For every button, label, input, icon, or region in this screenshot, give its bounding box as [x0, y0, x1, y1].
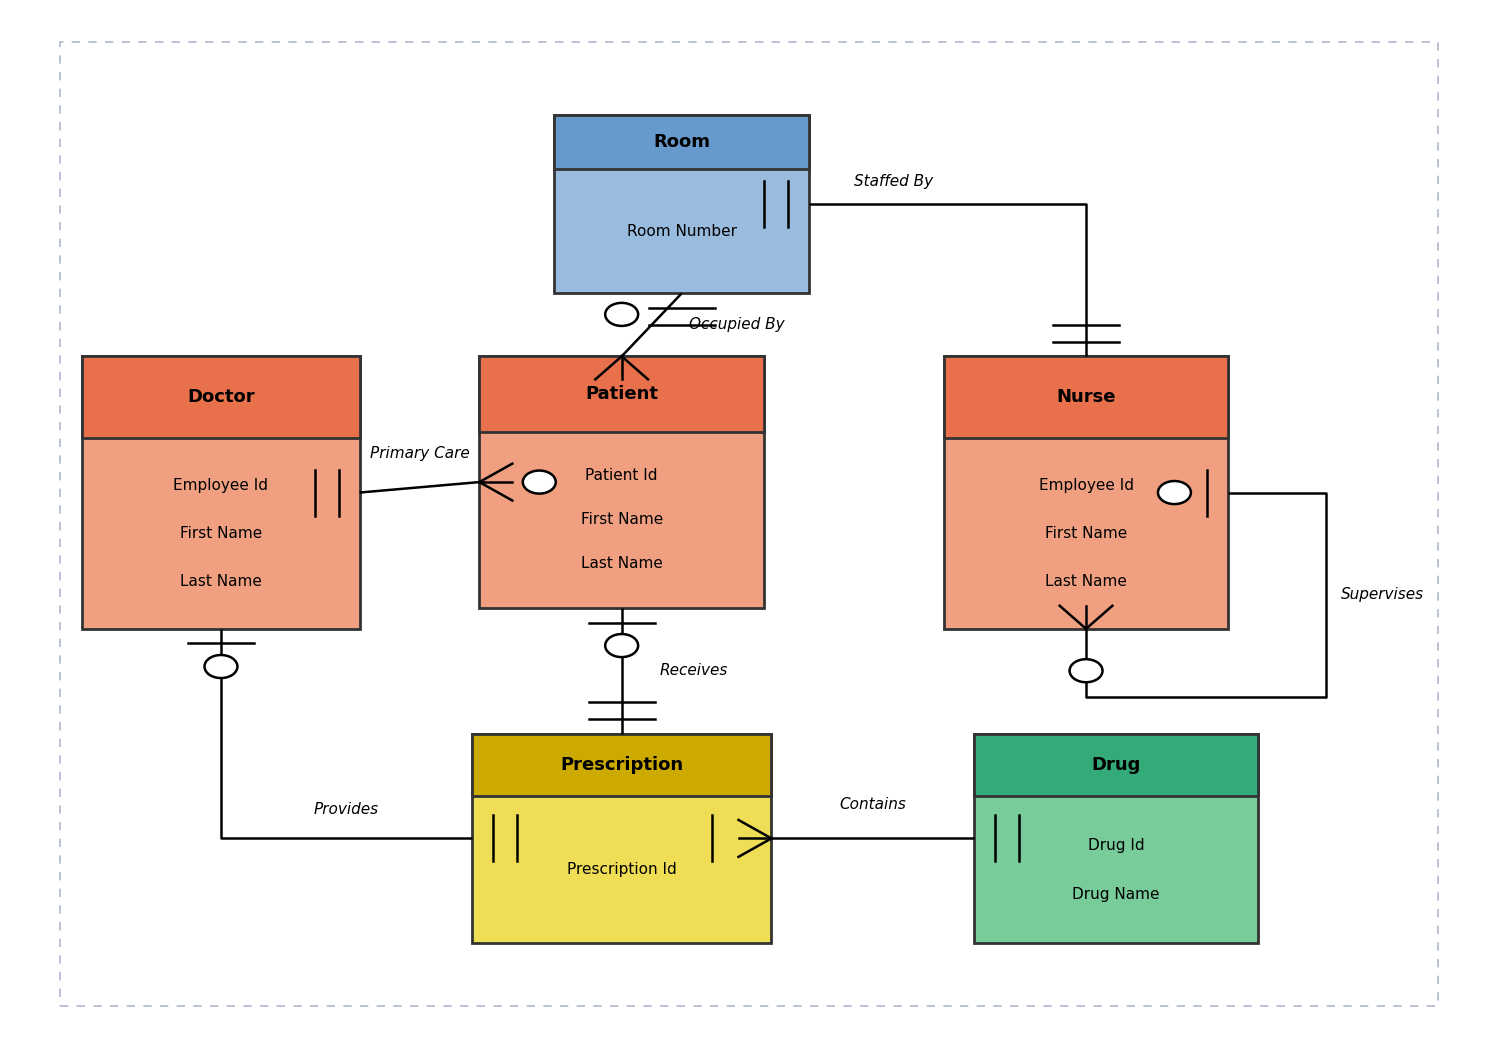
Circle shape: [605, 634, 638, 657]
Text: Room: Room: [653, 133, 710, 151]
Text: Drug Name: Drug Name: [1073, 887, 1159, 901]
Text: Prescription Id: Prescription Id: [566, 863, 677, 877]
FancyBboxPatch shape: [974, 734, 1258, 796]
FancyBboxPatch shape: [944, 356, 1228, 629]
FancyBboxPatch shape: [944, 356, 1228, 438]
FancyBboxPatch shape: [82, 356, 360, 438]
Text: Nurse: Nurse: [1056, 388, 1116, 407]
Text: Staffed By: Staffed By: [854, 174, 933, 189]
Circle shape: [605, 303, 638, 326]
Text: Patient: Patient: [586, 385, 658, 403]
Text: Doctor: Doctor: [187, 388, 255, 407]
FancyBboxPatch shape: [479, 356, 764, 432]
Circle shape: [1158, 481, 1191, 504]
Text: Prescription: Prescription: [560, 756, 683, 774]
Text: Drug: Drug: [1092, 756, 1140, 774]
Circle shape: [523, 471, 556, 494]
Text: Room Number: Room Number: [626, 223, 737, 239]
FancyBboxPatch shape: [472, 734, 771, 796]
Text: Last Name: Last Name: [581, 556, 662, 571]
Circle shape: [204, 655, 237, 678]
FancyBboxPatch shape: [82, 356, 360, 629]
Text: Receives: Receives: [659, 663, 728, 678]
Text: Provides: Provides: [315, 803, 379, 817]
Text: Employee Id: Employee Id: [174, 478, 268, 494]
Text: Patient Id: Patient Id: [586, 468, 658, 483]
Text: Primary Care: Primary Care: [370, 446, 469, 461]
FancyBboxPatch shape: [974, 734, 1258, 943]
Text: Last Name: Last Name: [1046, 573, 1126, 589]
Text: Contains: Contains: [839, 798, 906, 812]
Text: Occupied By: Occupied By: [689, 318, 785, 332]
Text: Last Name: Last Name: [180, 573, 262, 589]
FancyBboxPatch shape: [554, 115, 809, 169]
FancyBboxPatch shape: [472, 734, 771, 943]
Text: Employee Id: Employee Id: [1038, 478, 1134, 494]
Circle shape: [1070, 659, 1103, 682]
Text: Supervises: Supervises: [1341, 587, 1423, 603]
Text: First Name: First Name: [581, 512, 662, 527]
Text: First Name: First Name: [180, 526, 262, 541]
FancyBboxPatch shape: [479, 356, 764, 608]
FancyBboxPatch shape: [554, 115, 809, 293]
Text: First Name: First Name: [1046, 526, 1126, 541]
Text: Drug Id: Drug Id: [1088, 838, 1144, 853]
